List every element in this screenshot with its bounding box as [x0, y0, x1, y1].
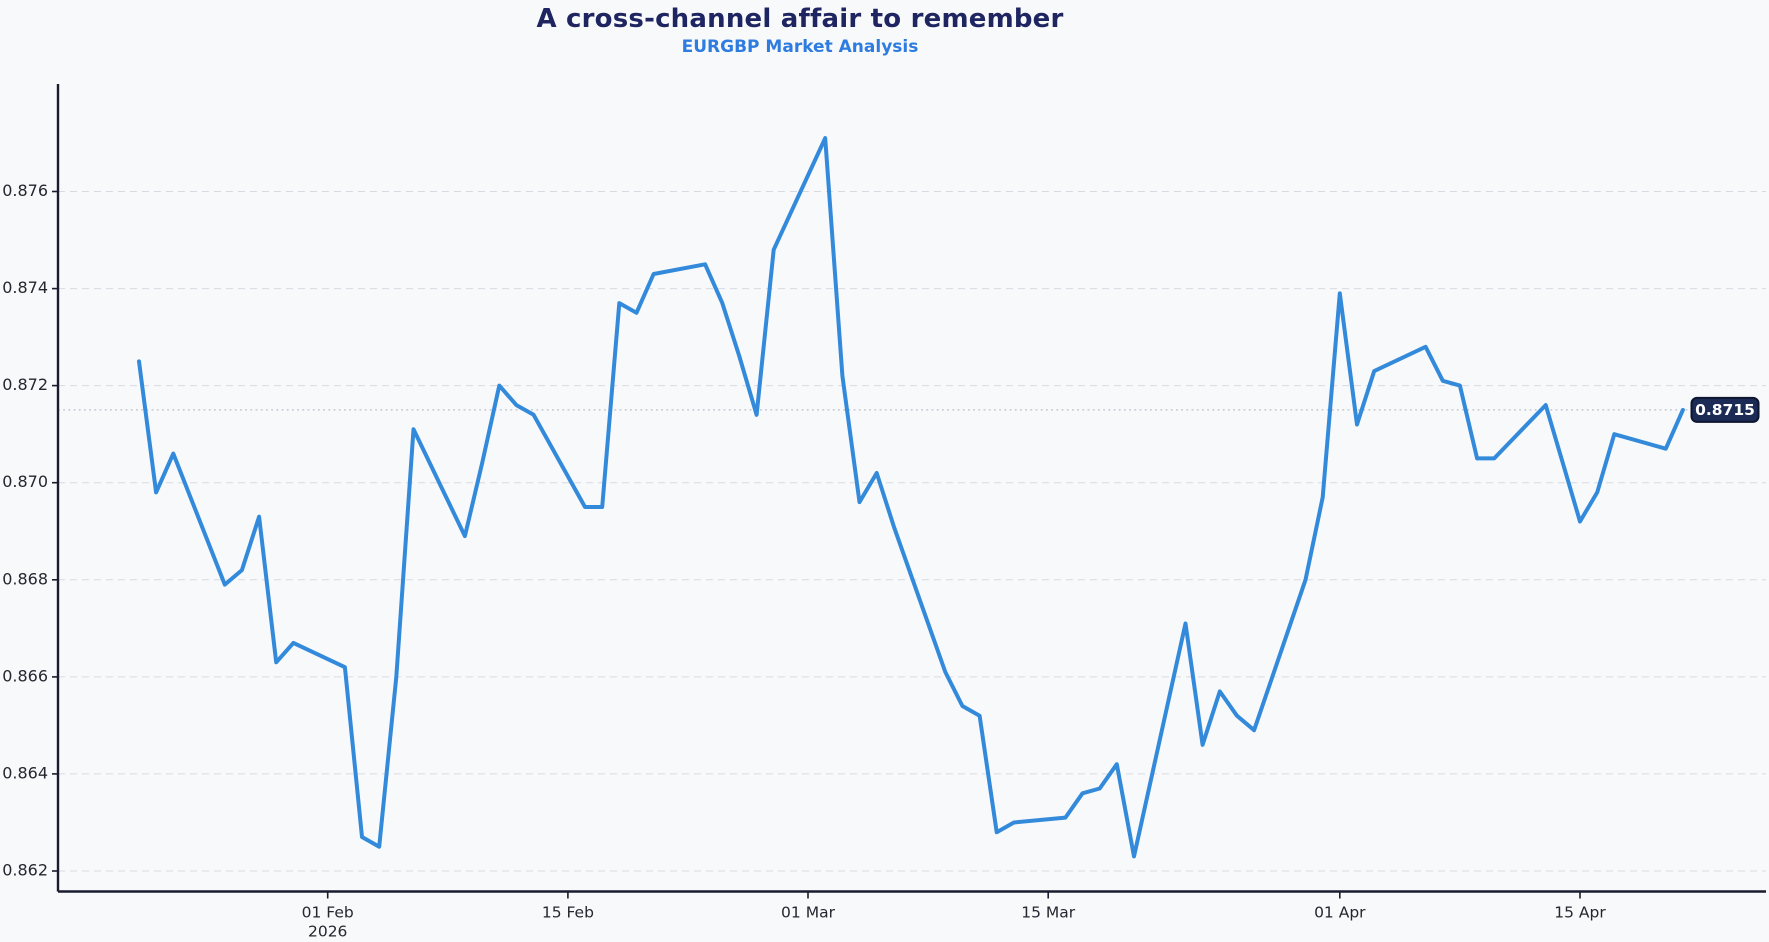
y-tick-label: 0.862	[2, 861, 48, 880]
y-tick-label: 0.864	[2, 763, 48, 782]
current-price-badge-label: 0.8715	[1695, 401, 1755, 419]
x-tick-label: 15 Feb	[542, 904, 594, 922]
y-tick-label: 0.870	[2, 472, 48, 491]
x-tick-label: 15 Apr	[1554, 904, 1606, 922]
current-price-badge: 0.8715	[1690, 396, 1760, 423]
x-tick-label: 01 Feb	[302, 904, 354, 922]
x-tick-label: 15 Mar	[1021, 904, 1076, 922]
y-tick-label: 0.872	[2, 375, 48, 394]
y-tick-label: 0.868	[2, 569, 48, 588]
price-line	[137, 136, 1685, 859]
x-tick-sublabel: 2026	[308, 923, 347, 941]
x-tick-label: 01 Mar	[781, 904, 836, 922]
y-tick-label: 0.866	[2, 666, 48, 685]
y-tick-label: 0.874	[2, 278, 48, 297]
x-tick-label: 01 Apr	[1314, 904, 1366, 922]
y-tick-label: 0.876	[2, 181, 48, 200]
